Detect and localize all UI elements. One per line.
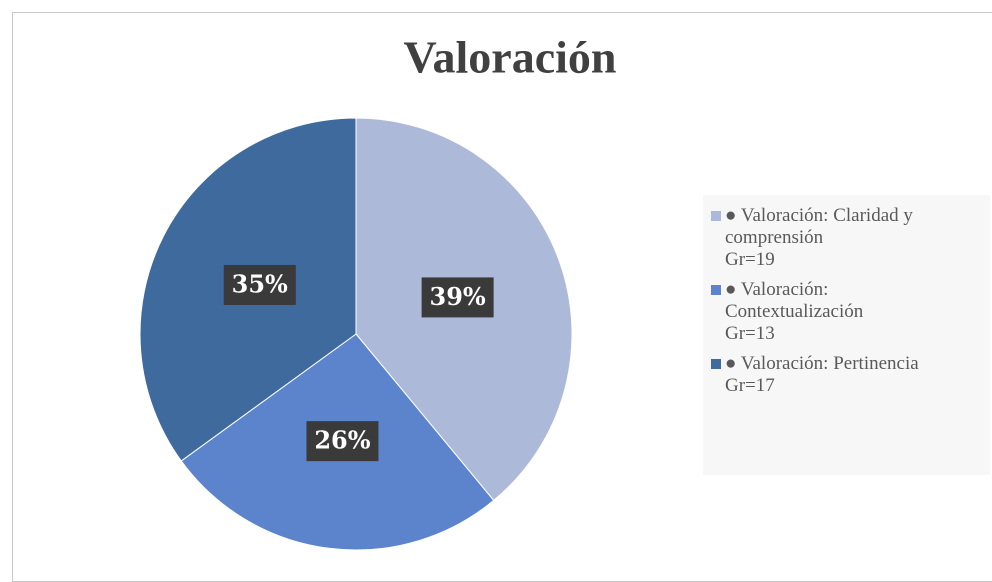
legend-label: ● Valoración: Pertinencia Gr=17 <box>725 353 919 396</box>
legend-item: ● Valoración: Contextualización Gr=13 <box>711 279 982 345</box>
legend-label: ● Valoración: Contextualización Gr=13 <box>725 279 864 344</box>
data-label-box <box>306 421 379 462</box>
legend-item: ● Valoración: Claridad y comprensión Gr=… <box>711 205 982 271</box>
legend-swatch <box>711 211 721 221</box>
legend-swatch <box>711 285 721 295</box>
chart-title: Valoración <box>404 32 617 83</box>
data-label-box <box>421 277 494 318</box>
legend-item: ● Valoración: Pertinencia Gr=17 <box>711 353 982 397</box>
data-label: 26% <box>314 426 370 455</box>
data-label: 39% <box>430 282 486 311</box>
data-label-box <box>223 264 296 305</box>
legend-label: ● Valoración: Claridad y comprensión Gr=… <box>725 205 913 270</box>
legend-swatch <box>711 359 721 369</box>
data-label: 35% <box>232 269 288 298</box>
legend: ● Valoración: Claridad y comprensión Gr=… <box>703 195 990 475</box>
